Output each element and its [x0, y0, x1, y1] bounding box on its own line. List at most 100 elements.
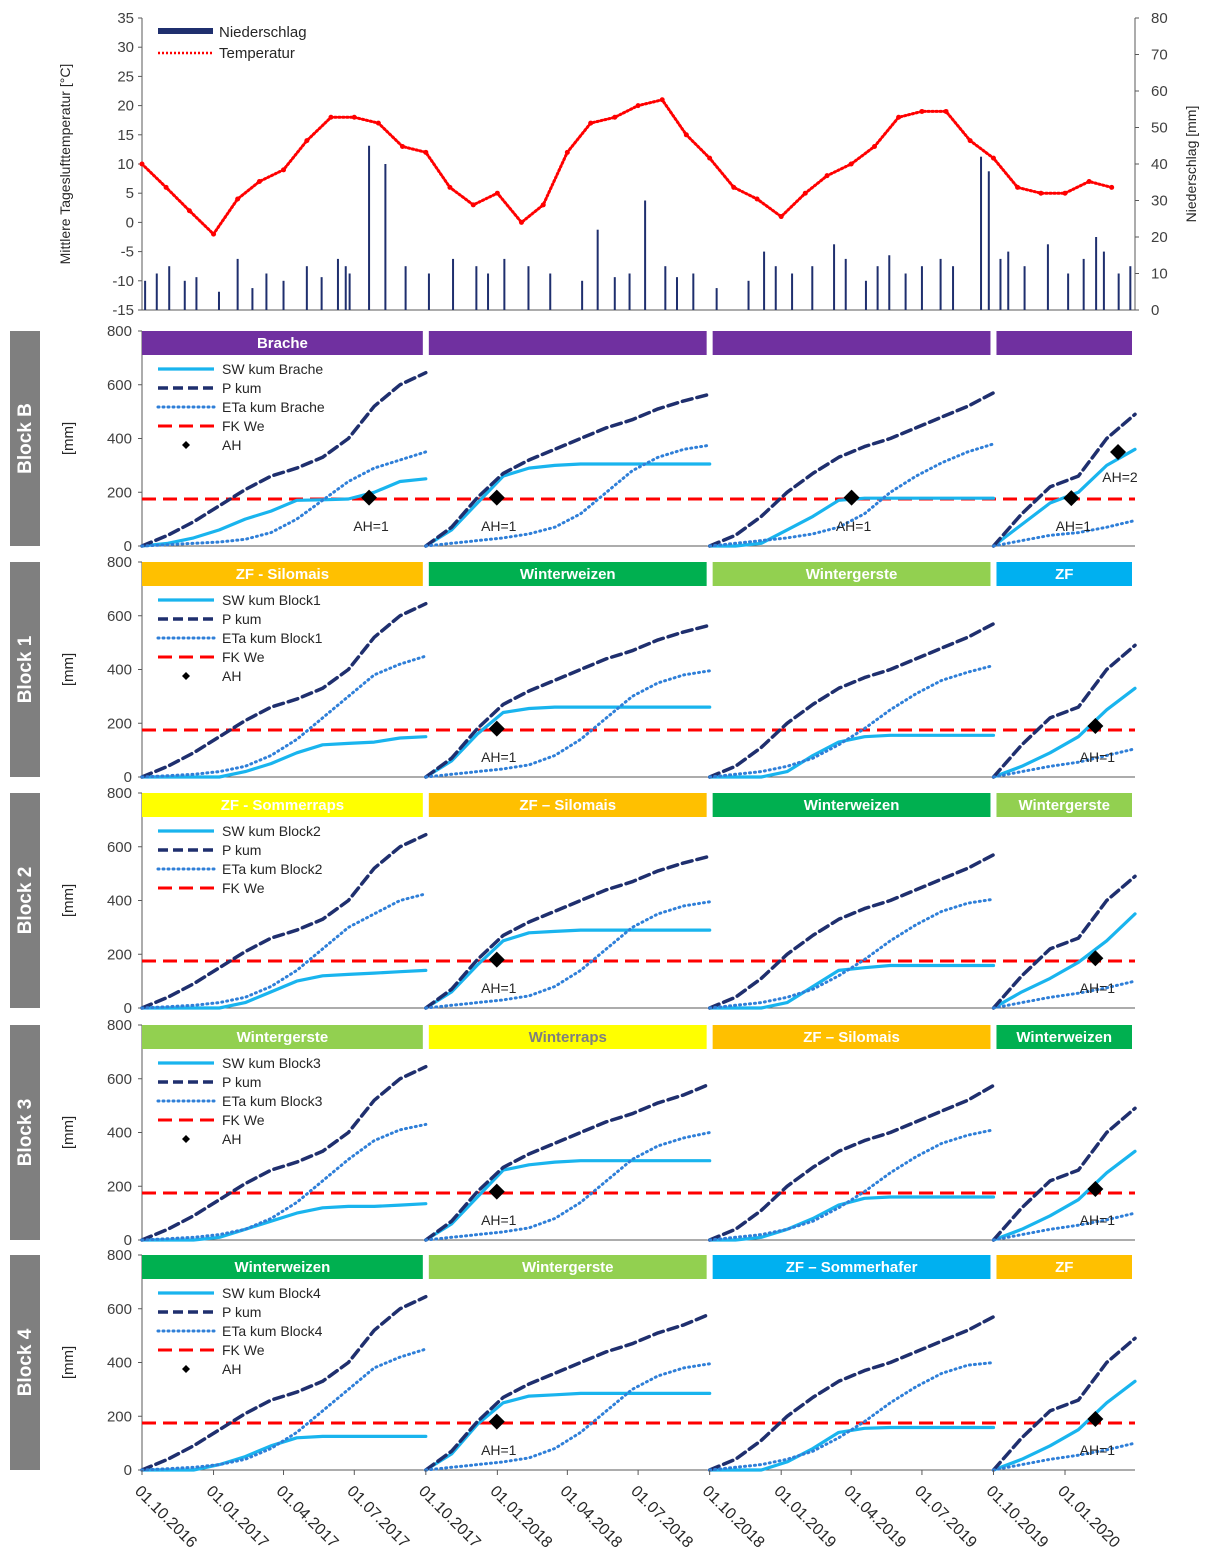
y-tick-label-right: 20: [1151, 229, 1168, 246]
legend-label: ETa kum Block4: [222, 1323, 323, 1339]
p-kum-line: [991, 1336, 1137, 1472]
crop-bar: [996, 331, 1132, 355]
temperature-point: [235, 196, 241, 202]
y-tick-label-left: 30: [117, 39, 134, 56]
crop-label: ZF - Sommerraps: [221, 797, 344, 814]
x-tick-label: 01.10.2019: [983, 1483, 1052, 1552]
crop-bar: [996, 793, 1132, 817]
precip-bar: [791, 273, 794, 310]
temperature-point: [518, 219, 524, 225]
crop-bar: [142, 793, 423, 817]
precip-bar: [952, 266, 955, 310]
precip-bar: [613, 277, 616, 310]
ah-marker: [1110, 443, 1127, 460]
temperature-point: [919, 108, 925, 114]
y-tick-label: 200: [107, 484, 132, 501]
y-tick-label: 0: [124, 538, 132, 555]
crop-bar: [428, 331, 707, 355]
temperature-point: [612, 114, 618, 120]
ah-marker: [1087, 950, 1104, 967]
crop-label: ZF: [1055, 566, 1073, 583]
eta-kum-line: [708, 664, 995, 779]
precip-bar: [675, 277, 678, 310]
eta-kum-line: [992, 747, 1137, 779]
p-kum-line: [424, 1082, 712, 1242]
crop-bar: [428, 1255, 707, 1279]
temperature-point: [683, 132, 689, 138]
ah-marker: [1063, 490, 1080, 507]
temperature-point: [588, 120, 594, 126]
y-tick-label-left: -10: [112, 273, 134, 290]
precip-bar: [939, 258, 942, 310]
legend-label: AH: [222, 437, 241, 453]
ah-label: AH=2: [1102, 469, 1138, 485]
eta-kum-line: [992, 1211, 1137, 1242]
temperature-point: [494, 190, 500, 196]
panel-block4: Block 4 0 200 400 600 800 [mm] Winterweizen Wint…: [10, 1247, 1137, 1479]
temperature-point: [281, 167, 287, 173]
crop-label: ZF – Sommerhafer: [786, 1259, 918, 1276]
legend-label: FK We: [222, 1342, 265, 1358]
y-axis-label: [mm]: [60, 884, 77, 917]
crop-label: ZF: [1055, 1259, 1073, 1276]
crop-bar: [996, 562, 1132, 586]
y-tick-label-left: 20: [117, 98, 134, 115]
crop-bar: [142, 1255, 423, 1279]
legend-label: ETa kum Brache: [222, 399, 325, 415]
temperature-point: [163, 184, 169, 190]
crop-bar: [428, 793, 707, 817]
precip-bar: [217, 291, 220, 310]
precip-bar: [265, 273, 268, 310]
x-tick-label: 01.01.2018: [487, 1483, 556, 1552]
precip-bar: [864, 280, 867, 310]
ah-label: AH=1: [1080, 1212, 1116, 1228]
legend-label: ETa kum Block1: [222, 630, 323, 646]
y-tick-label: 400: [107, 893, 132, 910]
y-tick-label: 800: [107, 1017, 132, 1034]
precip-bar: [747, 280, 750, 310]
ah-marker: [1087, 1410, 1104, 1427]
x-tick-label: 01.10.2018: [699, 1483, 768, 1552]
legend-label: SW kum Block1: [222, 592, 321, 608]
precip-bar: [1023, 266, 1026, 310]
x-tick-label: 01.07.2017: [343, 1483, 412, 1552]
temperature-point: [802, 190, 808, 196]
p-kum-line: [991, 412, 1137, 548]
ah-label: AH=1: [481, 518, 517, 534]
temperature-point: [1109, 184, 1115, 190]
y-tick-label-right: 40: [1151, 156, 1168, 173]
precip-bar: [692, 273, 695, 310]
temperature-point: [256, 179, 262, 185]
precip-bar: [774, 266, 777, 310]
sw-kum-line: [424, 705, 712, 779]
crop-label: ZF – Silomais: [803, 1029, 900, 1046]
precip-bar: [1095, 237, 1098, 310]
y-tick-label-left: -15: [112, 302, 134, 319]
legend-label: FK We: [222, 649, 265, 665]
temperature-point: [943, 108, 949, 114]
crop-label: Winterweizen: [804, 797, 900, 814]
y-tick-label: 200: [107, 946, 132, 963]
ah-label: AH=1: [481, 980, 517, 996]
x-tick-label: 01.04.2017: [273, 1483, 342, 1552]
temperature-line: [140, 98, 1114, 237]
sw-kum-line: [424, 928, 712, 1010]
p-kum-line: [424, 854, 712, 1010]
y-tick-label: 800: [107, 554, 132, 571]
crop-bar: [428, 1025, 707, 1049]
eta-kum-line: [424, 1362, 712, 1472]
crop-bar: [428, 562, 707, 586]
sw-kum-line: [708, 733, 996, 779]
legend-label: AH: [222, 668, 241, 684]
ah-label: AH=1: [1056, 518, 1092, 534]
y-tick-label: 400: [107, 1355, 132, 1372]
p-kum-line: [424, 623, 712, 779]
y-axis-label: [mm]: [60, 1346, 77, 1379]
precip-bar: [527, 266, 530, 310]
eta-kum-line: [424, 669, 712, 779]
x-tick-label: 01.07.2018: [627, 1483, 696, 1552]
y-tick-label: 0: [124, 1000, 132, 1017]
precip-bar: [1067, 273, 1070, 310]
temperature-point: [1015, 184, 1021, 190]
